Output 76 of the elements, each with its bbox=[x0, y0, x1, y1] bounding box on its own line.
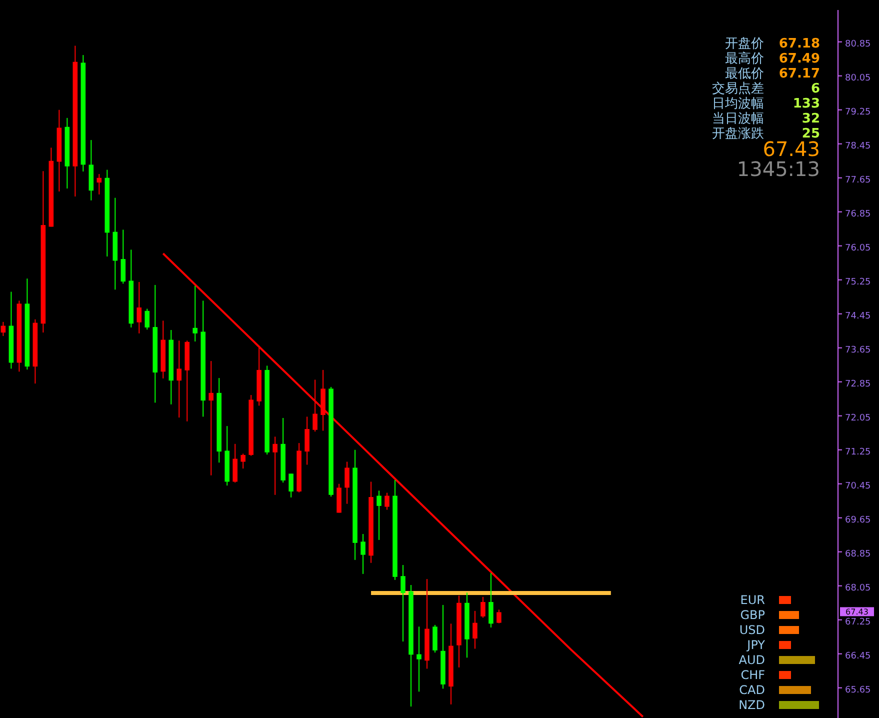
candlestick bbox=[240, 453, 246, 470]
y-tick-label: 66.45 bbox=[845, 651, 871, 662]
annotation: 交易点差 bbox=[712, 80, 764, 97]
bar bbox=[779, 626, 799, 634]
y-tick-label: 80.85 bbox=[845, 39, 871, 50]
candlestick bbox=[344, 461, 350, 504]
y-tick-label: 76.85 bbox=[845, 209, 871, 220]
candlestick bbox=[192, 285, 198, 342]
y-tick-label: CAD bbox=[739, 683, 765, 698]
y-tick-label: 74.45 bbox=[845, 311, 871, 322]
bar bbox=[779, 686, 811, 694]
y-tick-label: 69.65 bbox=[845, 515, 871, 526]
bar bbox=[779, 656, 815, 664]
line-series bbox=[162, 252, 644, 718]
candlestick bbox=[432, 624, 438, 654]
bar bbox=[779, 596, 791, 604]
y-tick-label: NZD bbox=[738, 698, 765, 712]
y-tick-label: AUD bbox=[738, 653, 765, 668]
bar bbox=[779, 611, 799, 619]
candlestick bbox=[120, 229, 126, 284]
y-tick-label: 79.25 bbox=[845, 107, 871, 118]
candlestick bbox=[376, 490, 382, 540]
annotation: 日均波幅 bbox=[712, 96, 764, 112]
candlestick bbox=[176, 340, 182, 418]
candlestick bbox=[384, 492, 390, 510]
annotation: 67.17 bbox=[778, 66, 820, 82]
y-tick-label: 65.65 bbox=[845, 685, 871, 696]
candlestick bbox=[136, 281, 142, 334]
candlestick bbox=[304, 416, 310, 466]
y-tick-label: 78.45 bbox=[845, 141, 871, 152]
annotation: 开盘涨跌 bbox=[712, 126, 764, 142]
bar bbox=[779, 701, 819, 709]
bar bbox=[779, 641, 791, 649]
candlestick bbox=[96, 174, 102, 195]
annotation: 最低价 bbox=[725, 66, 764, 82]
y-tick-label: 68.85 bbox=[845, 549, 871, 560]
y-tick-label: 80.05 bbox=[845, 73, 871, 84]
y-tick-label: GBP bbox=[740, 608, 765, 622]
candlestick bbox=[496, 609, 502, 624]
y-tick-label: 72.05 bbox=[845, 413, 871, 424]
y-tick-label: 71.25 bbox=[845, 447, 871, 458]
annotation: 最高价 bbox=[725, 50, 764, 67]
text: 67.43 bbox=[846, 608, 868, 617]
annotation: 133 bbox=[792, 96, 820, 112]
candlestick bbox=[472, 610, 478, 650]
y-tick-label: 68.05 bbox=[845, 583, 871, 594]
y-tick-label: USD bbox=[739, 623, 765, 638]
y-tick-label: 77.65 bbox=[845, 175, 871, 186]
y-tick-label: 72.85 bbox=[845, 379, 871, 390]
candlestick bbox=[0, 321, 6, 336]
candlestick bbox=[360, 533, 366, 574]
annotation: 67.18 bbox=[778, 36, 820, 52]
y-tick-label: 76.05 bbox=[845, 243, 871, 254]
annotation: 当日波幅 bbox=[712, 112, 764, 127]
candlestick bbox=[272, 436, 278, 496]
candlestick bbox=[208, 360, 214, 476]
y-tick-label: 67.25 bbox=[845, 617, 871, 628]
candlestick bbox=[232, 443, 238, 484]
candlestick bbox=[400, 564, 406, 642]
annotation: 32 bbox=[802, 112, 820, 127]
bar bbox=[779, 671, 791, 679]
annotation: 67.49 bbox=[778, 52, 820, 67]
y-tick-label: 75.25 bbox=[845, 277, 871, 288]
y-tick-label: JPY bbox=[746, 638, 766, 652]
candlestick bbox=[416, 626, 422, 692]
y-tick-label: EUR bbox=[740, 593, 765, 608]
candlestick bbox=[312, 379, 318, 432]
candlestick bbox=[288, 473, 294, 498]
y-tick-label: 70.45 bbox=[845, 481, 871, 492]
annotation: 开盘价 bbox=[725, 36, 764, 52]
candlestick bbox=[488, 572, 494, 628]
annotation: 6 bbox=[810, 82, 820, 97]
candlestick bbox=[480, 596, 486, 618]
candlestick bbox=[144, 308, 150, 330]
y-tick-label: 73.65 bbox=[845, 345, 871, 356]
y-tick-label: CHF bbox=[740, 668, 766, 682]
